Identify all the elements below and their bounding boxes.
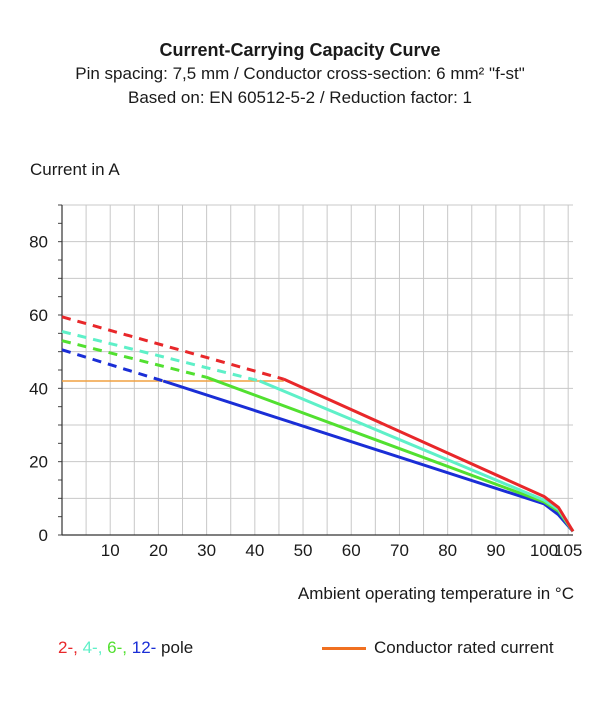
x-tick-label: 50 — [294, 541, 313, 560]
x-tick-label: 90 — [486, 541, 505, 560]
chart-subtitle-pin-spacing: Pin spacing: 7,5 mm / Conductor cross-se… — [75, 64, 525, 83]
series-2-pole-dashed-line — [61, 315, 285, 381]
legend-pole2: 2-, — [58, 638, 78, 657]
y-tick-label: 40 — [29, 379, 48, 398]
x-tick-label: 40 — [245, 541, 264, 560]
legend-pole6: 6-, — [107, 638, 127, 657]
x-tick-label: 80 — [438, 541, 457, 560]
x-tick-label: 10 — [101, 541, 120, 560]
chart-title: Current-Carrying Capacity Curve — [159, 40, 441, 60]
y-tick-label: 60 — [29, 306, 48, 325]
x-tick-label: 105 — [554, 541, 582, 560]
pole-legend: 2-, 4-, 6-, 12- pole — [58, 638, 193, 658]
series-4-pole-dashed-line — [61, 330, 261, 383]
legend-pole12: 12- — [131, 638, 157, 657]
rated-current-legend-label: Conductor rated current — [374, 638, 554, 657]
legend-pole-suffix: pole — [161, 638, 194, 657]
x-tick-label: 20 — [149, 541, 168, 560]
title-block: Current-Carrying Capacity Curve Pin spac… — [0, 38, 600, 110]
x-axis-label: Ambient operating temperature in °C — [297, 584, 574, 603]
series-2-pole-solid-line — [283, 377, 575, 533]
chart-subtitle-standard: Based on: EN 60512-5-2 / Reduction facto… — [128, 88, 472, 107]
rated-current-legend-swatch — [322, 646, 366, 650]
x-tick-label: 100 — [530, 541, 558, 560]
x-tick-label: 70 — [390, 541, 409, 560]
series-12-pole-dashed-line — [61, 348, 164, 383]
y-axis-label: Current in A — [30, 160, 120, 179]
series-6-pole-dashed-line — [61, 339, 207, 379]
legend-pole4: 4-, — [82, 638, 103, 657]
series-12-pole-solid-line — [162, 379, 575, 533]
y-tick-label: 80 — [29, 233, 48, 252]
y-tick-label: 20 — [29, 453, 48, 472]
x-tick-label: 30 — [197, 541, 216, 560]
x-tick-label: 60 — [342, 541, 361, 560]
y-tick-label: 0 — [39, 526, 48, 545]
rated-current-legend: Conductor rated current — [322, 638, 554, 658]
